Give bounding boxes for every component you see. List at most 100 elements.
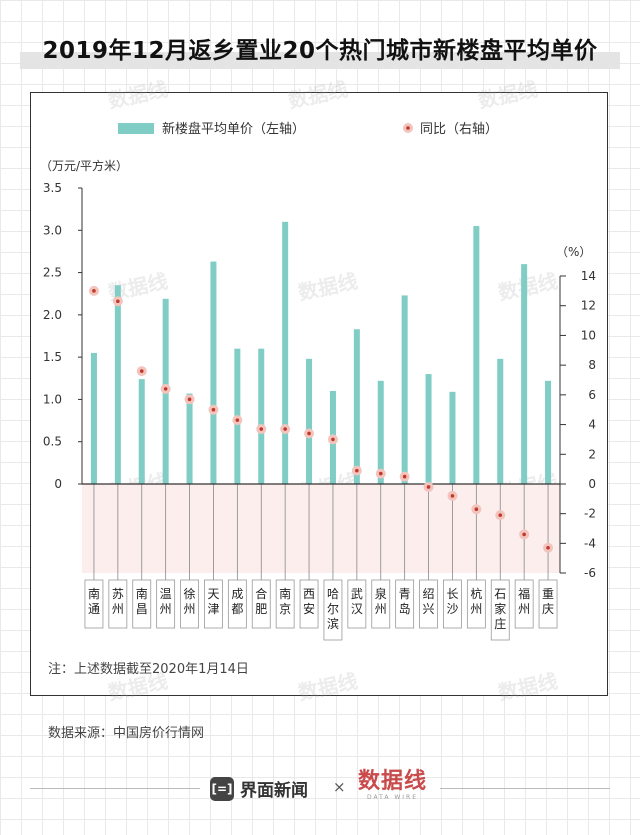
category-label: 南通 (88, 586, 100, 616)
category-label: 哈尔滨 (327, 587, 339, 631)
left-axis-tick-label: 2.0 (43, 308, 62, 322)
category-label: 泉州 (375, 587, 387, 616)
right-axis-tick-label: 6 (588, 388, 596, 402)
footer-line-left (30, 788, 200, 789)
category-label-box (514, 579, 534, 629)
category-label-box (395, 579, 415, 629)
footer-line-right (440, 788, 610, 789)
left-axis-tick-label: 1.5 (43, 350, 62, 364)
yoy-dot-center (355, 468, 359, 473)
category-label: 南昌 (136, 586, 148, 616)
category-label: 成都 (231, 587, 243, 616)
category-label: 石家庄 (494, 587, 506, 631)
right-axis-tick-label: 0 (588, 477, 596, 491)
right-axis-tick-label: 8 (588, 358, 596, 372)
category-label-box (251, 579, 271, 629)
bar (186, 393, 193, 484)
legend-bar-label: 新楼盘平均单价（左轴） (162, 121, 305, 137)
category-label: 苏州 (112, 587, 124, 616)
right-axis-tick-label: -4 (584, 536, 596, 550)
category-label-box (490, 579, 510, 641)
yoy-dot-center (450, 494, 455, 498)
yoy-dot-center (546, 545, 550, 550)
category-label: 徐州 (184, 586, 196, 616)
left-axis-tick-label: 0 (54, 477, 62, 491)
legend-dot-swatch-center (406, 126, 410, 130)
category-label: 重庆 (542, 587, 554, 616)
yoy-dot-center (235, 418, 240, 422)
yoy-dot-center (498, 513, 503, 517)
category-label-box (323, 579, 343, 641)
bar (473, 226, 480, 485)
bar (138, 379, 145, 484)
watermark-text: 数据线 (496, 669, 560, 705)
right-axis-tick-label: 12 (581, 299, 596, 313)
watermark-text: 数据线 (296, 269, 360, 305)
jiemian-logo-icon: [=] (210, 776, 234, 801)
yoy-dot-center (307, 431, 311, 436)
category-label-box (538, 579, 558, 629)
title-underline-band (20, 52, 620, 69)
data-source: 数据来源：中国房价行情网 (48, 726, 205, 741)
legend-bar-swatch (118, 123, 154, 134)
right-axis-tick-label: -6 (584, 566, 596, 580)
yoy-dot-center (283, 427, 287, 431)
category-label: 合肥 (255, 586, 267, 616)
category-label: 绍兴 (423, 587, 435, 616)
right-axis-tick-label: 14 (581, 269, 596, 283)
right-axis-tick-label: 2 (588, 447, 596, 461)
right-axis-tick-label: 4 (588, 418, 596, 432)
category-label-box (275, 579, 295, 629)
yoy-dot-center (378, 471, 383, 476)
watermark-text: 数据线 (476, 77, 540, 113)
bar (497, 358, 504, 484)
bar (258, 348, 265, 484)
shujuxian-logo: 数据线 DATA WIRE (358, 770, 427, 802)
right-axis-label: （%） (556, 245, 591, 259)
yoy-dot-center (426, 485, 431, 489)
right-axis-tick-label: 10 (581, 328, 596, 342)
category-label-box (108, 579, 128, 629)
bar (210, 261, 217, 484)
category-label-box (419, 579, 438, 629)
jiemian-logo: [=] 界面新闻 (210, 776, 308, 801)
yoy-dot-center (259, 427, 264, 431)
category-label-box (347, 579, 367, 629)
right-axis-tick-label: -2 (584, 507, 596, 521)
category-label: 南京 (279, 586, 291, 616)
yoy-dot-center (211, 407, 216, 412)
category-label-box (443, 579, 462, 629)
bar (425, 374, 432, 484)
yoy-dot-center (163, 387, 168, 391)
category-label-box (466, 579, 486, 629)
category-label-box (204, 579, 223, 629)
shujuxian-logo-subtext: DATA WIRE (366, 794, 419, 801)
left-axis-tick-label: 2.5 (43, 266, 62, 280)
footer: [=] 界面新闻 × 数据线 DATA WIRE (0, 770, 640, 806)
yoy-dot-center (402, 474, 407, 479)
negative-region-band (82, 484, 560, 573)
category-label: 福州 (518, 586, 530, 616)
bar (545, 380, 552, 484)
bar (282, 221, 289, 485)
watermark-text: 数据线 (296, 669, 360, 705)
category-label: 杭州 (470, 586, 482, 616)
yoy-dot-center (331, 437, 335, 442)
shujuxian-logo-text: 数据线 (358, 769, 428, 794)
yoy-dot-center (139, 369, 144, 373)
bar (353, 329, 360, 484)
bar (306, 358, 313, 484)
category-label-box (156, 579, 176, 629)
category-label: 青岛 (399, 587, 411, 616)
yoy-dot-center (187, 397, 192, 402)
category-label: 温州 (160, 587, 172, 616)
bar (401, 295, 408, 484)
category-label-box (84, 579, 104, 629)
watermark-text: 数据线 (286, 77, 350, 113)
yoy-dot-center (116, 299, 120, 304)
data-note: 注：上述数据截至2020年1月14日 (48, 662, 249, 677)
left-axis-label: （万元/平方米） (40, 158, 128, 173)
left-axis-tick-label: 3.5 (43, 181, 62, 195)
category-label: 天津 (207, 587, 219, 616)
bar (521, 264, 528, 484)
